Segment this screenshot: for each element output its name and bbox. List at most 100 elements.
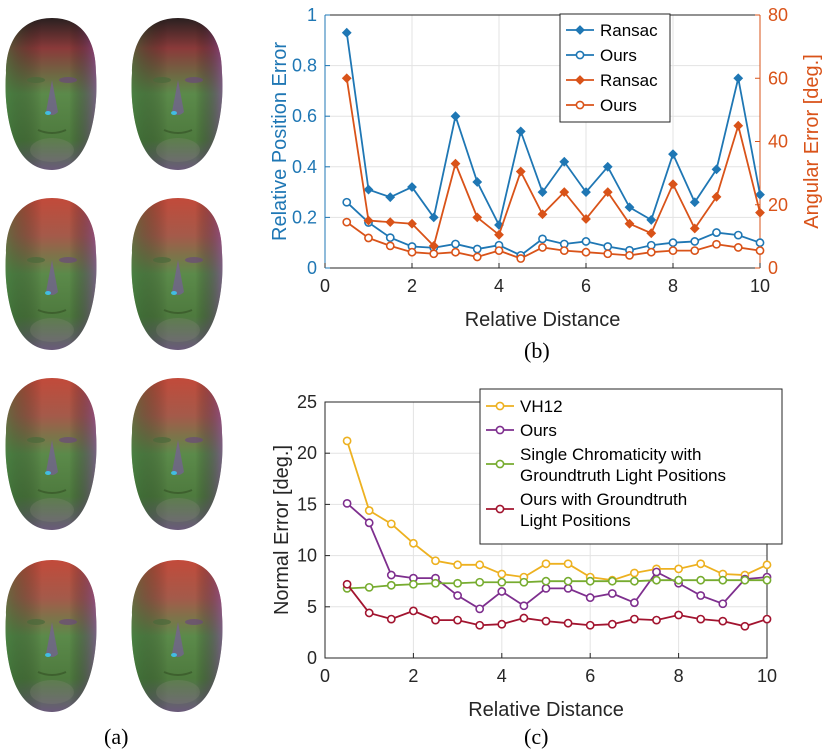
data-point <box>541 616 551 626</box>
face-render <box>5 198 97 350</box>
data-point <box>497 577 507 587</box>
data-point <box>364 582 374 592</box>
data-point <box>453 578 462 588</box>
face-render <box>131 378 223 530</box>
face-render <box>5 560 97 712</box>
y-tick-label: 15 <box>297 494 317 514</box>
face-render <box>5 378 97 530</box>
data-point <box>629 598 639 608</box>
data-point <box>690 246 700 256</box>
data-point <box>453 560 462 570</box>
data-point <box>581 237 591 246</box>
x-tick-label: 10 <box>750 276 770 296</box>
data-point <box>646 240 656 250</box>
data-point <box>696 614 706 624</box>
data-point <box>718 575 728 585</box>
y-tick-label: 0.2 <box>292 207 317 227</box>
data-point <box>538 243 547 252</box>
data-point <box>541 559 551 569</box>
data-point <box>342 217 352 227</box>
data-point <box>646 215 657 225</box>
data-point <box>451 239 460 249</box>
data-point <box>563 576 573 586</box>
data-point <box>386 570 396 580</box>
data-point <box>733 230 743 240</box>
data-point <box>585 576 595 586</box>
y2-tick-label: 0 <box>768 258 778 278</box>
face-render <box>131 198 223 350</box>
data-point <box>733 243 743 252</box>
legend-label: Ransac <box>600 21 658 40</box>
data-point <box>385 241 395 251</box>
data-point <box>711 164 722 175</box>
face-eye <box>27 257 45 263</box>
data-point <box>431 615 440 625</box>
data-point <box>428 212 439 223</box>
legend-label: Single Chromaticity with <box>520 445 701 464</box>
face-eye <box>59 437 77 443</box>
legend-marker <box>495 504 505 514</box>
face-eye <box>59 77 77 83</box>
data-point <box>472 252 482 262</box>
data-point <box>668 179 678 190</box>
face-mouth <box>163 671 193 676</box>
data-point <box>602 187 613 198</box>
data-point <box>718 599 728 609</box>
data-point <box>696 591 706 600</box>
data-point <box>696 575 706 585</box>
face-mouth <box>37 671 67 676</box>
y2-tick-label: 20 <box>768 195 788 215</box>
face-normal-maps <box>5 18 223 712</box>
data-point <box>429 249 439 259</box>
series-3 <box>342 579 772 631</box>
data-point <box>581 247 591 257</box>
face-eye <box>59 257 77 263</box>
data-point <box>516 254 526 263</box>
legend-marker <box>575 50 585 60</box>
series-3 <box>342 217 765 263</box>
legend-marker <box>495 401 505 411</box>
y2-axis-label: Angular Error [deg.] <box>801 54 823 229</box>
data-point <box>364 233 373 243</box>
series-2 <box>341 73 765 251</box>
data-point <box>537 209 548 220</box>
face-eye <box>185 619 203 625</box>
data-point <box>762 575 772 585</box>
face-nose <box>46 622 58 657</box>
data-point <box>674 575 683 585</box>
data-point <box>519 601 529 611</box>
data-point <box>740 621 750 631</box>
face-mouth <box>37 129 67 134</box>
face-eye <box>59 619 77 625</box>
data-point <box>629 576 639 586</box>
data-point <box>689 197 700 208</box>
data-point <box>431 556 440 566</box>
data-point <box>385 192 396 203</box>
y-tick-label: 1 <box>307 5 317 25</box>
data-point <box>624 202 635 213</box>
x-tick-label: 4 <box>497 666 507 686</box>
data-point <box>431 578 440 588</box>
data-point <box>541 576 551 586</box>
series-2 <box>342 575 772 593</box>
data-point <box>607 589 617 598</box>
x-tick-label: 8 <box>674 666 684 686</box>
legend-label: Ours with Groundtruth <box>520 490 687 509</box>
x-tick-label: 2 <box>408 666 418 686</box>
legend-label: Ours <box>600 46 637 65</box>
data-point <box>408 606 418 616</box>
data-point <box>603 249 613 259</box>
data-point <box>563 559 573 569</box>
data-point <box>475 604 485 614</box>
y2-tick-label: 80 <box>768 5 788 25</box>
data-point <box>497 587 507 596</box>
x-tick-label: 0 <box>320 666 330 686</box>
data-point <box>755 207 765 218</box>
series-0 <box>342 436 772 585</box>
data-point <box>625 250 634 260</box>
face-eye <box>153 257 171 263</box>
data-point <box>690 237 700 246</box>
data-point <box>755 246 765 256</box>
face-eye <box>27 437 45 443</box>
y-tick-label: 20 <box>297 443 317 463</box>
